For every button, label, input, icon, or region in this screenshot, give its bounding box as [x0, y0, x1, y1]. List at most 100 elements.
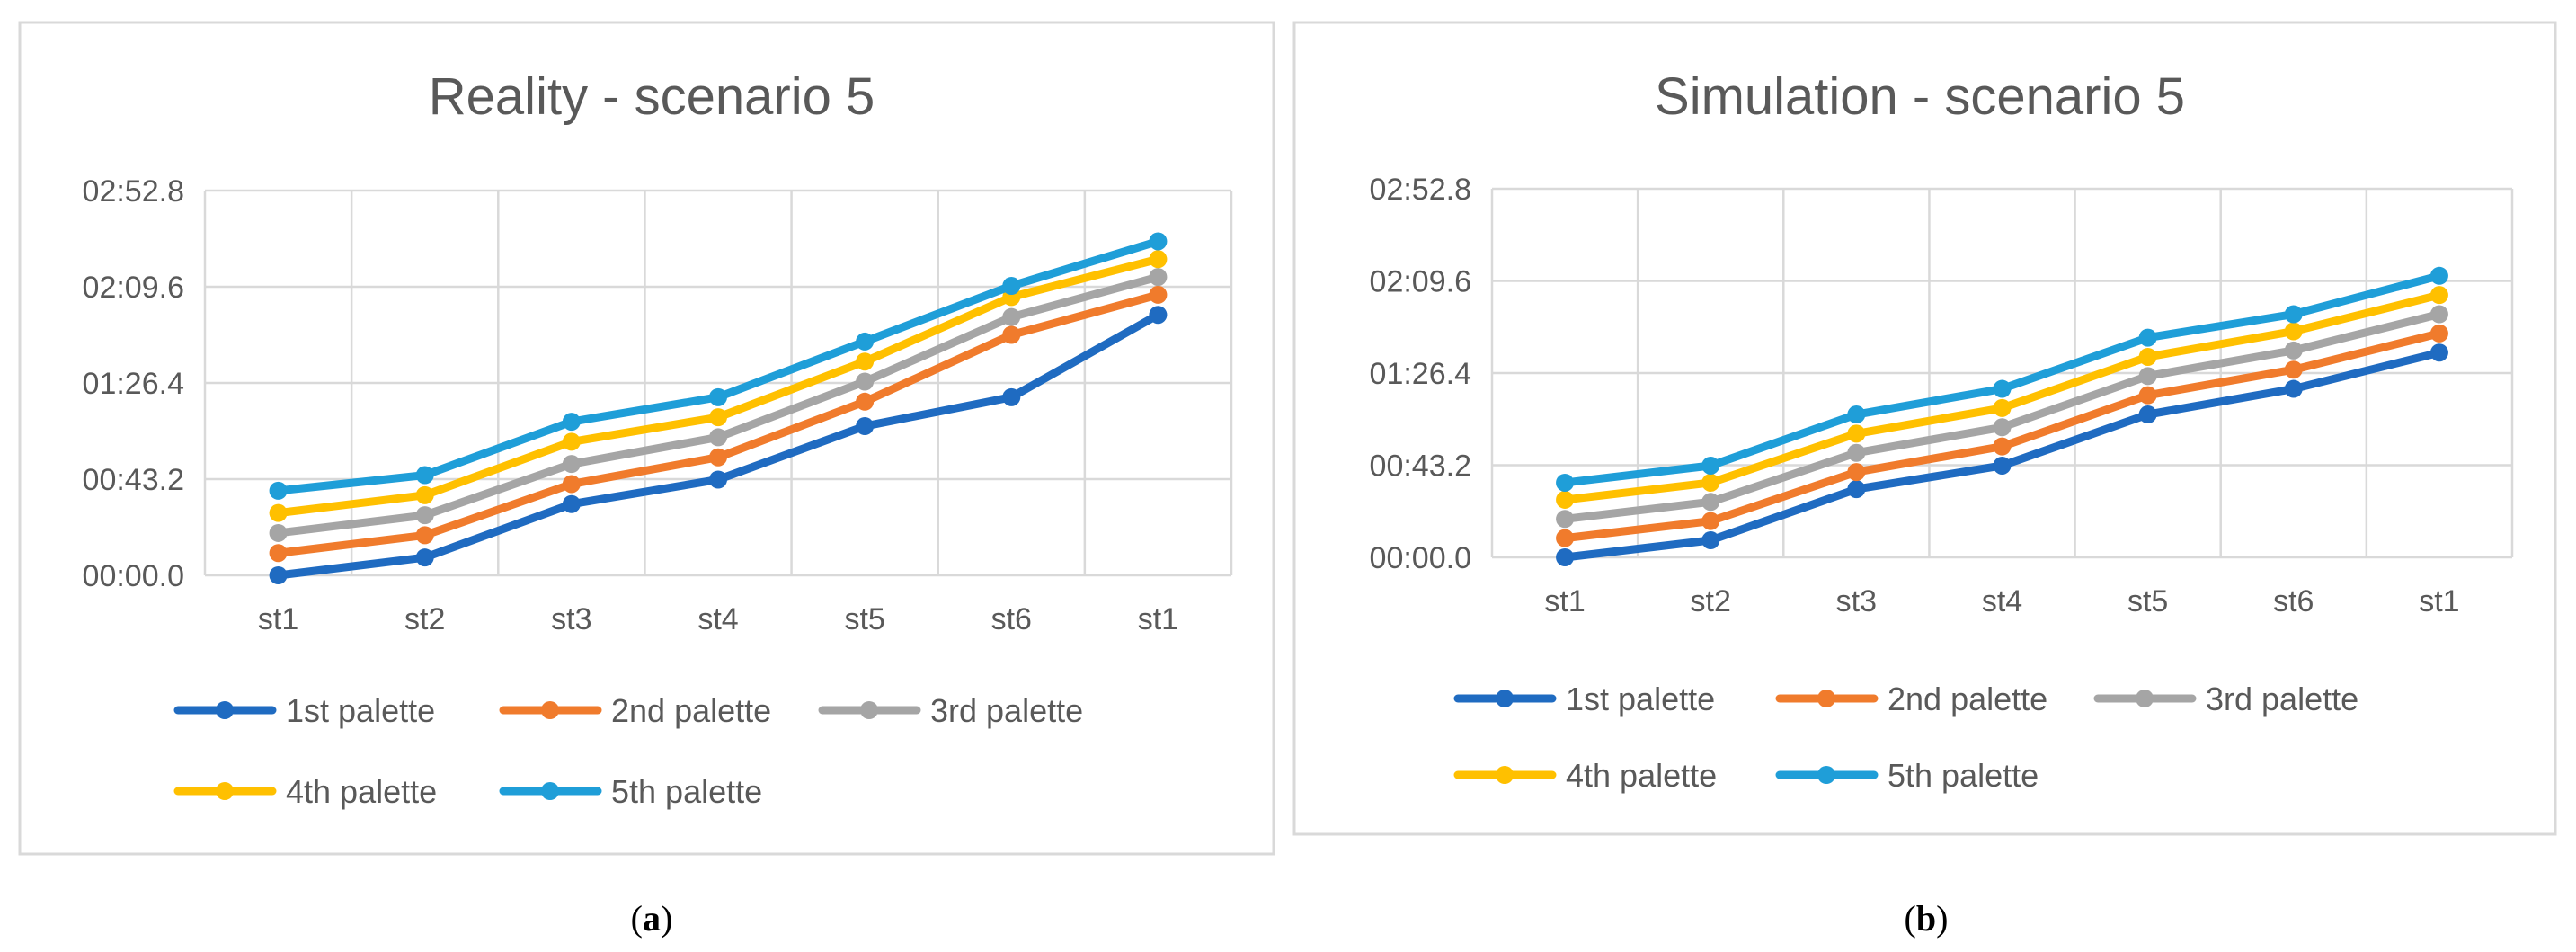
- chart-panel-b: Simulation - scenario 5 00:00.0 00:43.2 01…: [1292, 21, 2557, 836]
- series-4th-palette: [269, 250, 1168, 522]
- series-4th-palette: [1556, 286, 2448, 509]
- data-point: [269, 544, 288, 563]
- data-point: [709, 448, 727, 467]
- legend-item: 2nd palette: [1775, 681, 2047, 717]
- data-point: [1556, 548, 1575, 566]
- x-tick-label: st1: [258, 602, 298, 636]
- data-point: [1149, 306, 1168, 325]
- data-point: [1993, 418, 2012, 437]
- data-point: [2138, 347, 2157, 366]
- caption-letter: a: [643, 898, 661, 939]
- legend-swatch-marker: [2136, 690, 2154, 707]
- data-point: [2429, 286, 2448, 305]
- data-point: [415, 526, 434, 545]
- data-point: [1556, 473, 1575, 492]
- data-point: [1847, 463, 1866, 482]
- x-tick-label: st5: [2127, 584, 2168, 618]
- legend-item: 4th palette: [1453, 757, 1717, 794]
- data-point: [856, 372, 875, 391]
- series-1st-palette: [1556, 343, 2448, 566]
- caption-letter: b: [1916, 898, 1936, 939]
- data-point: [1993, 398, 2012, 417]
- data-point: [709, 387, 727, 406]
- data-point: [2429, 305, 2448, 324]
- legend-label: 1st palette: [1566, 681, 1715, 717]
- legend-swatch-marker: [216, 701, 234, 719]
- data-point: [1556, 510, 1575, 529]
- legend-label: 5th palette: [611, 773, 762, 810]
- x-tick-label: st4: [1982, 584, 2022, 618]
- data-point: [1701, 456, 1720, 475]
- y-tick-label: 02:52.8: [1370, 173, 1471, 207]
- data-point: [2138, 405, 2157, 424]
- data-point: [856, 417, 875, 436]
- data-point: [1149, 250, 1168, 269]
- data-point: [1701, 493, 1720, 512]
- x-tick-label: st3: [551, 602, 591, 636]
- legend-swatch-marker: [541, 701, 559, 719]
- data-point: [1556, 529, 1575, 547]
- data-point: [1847, 480, 1866, 499]
- data-point: [2138, 386, 2157, 405]
- data-point: [709, 470, 727, 489]
- legend-swatch-marker: [1496, 766, 1514, 784]
- data-point: [2284, 305, 2303, 324]
- series-3rd-palette: [1556, 305, 2448, 529]
- legend-label: 3rd palette: [2206, 681, 2358, 717]
- data-point: [2138, 328, 2157, 347]
- data-point: [1002, 387, 1021, 406]
- data-point: [1556, 490, 1575, 509]
- data-point: [856, 332, 875, 351]
- y-axis-ticks: 00:00.0 00:43.2 01:26.4 02:09.6 02:52.8: [83, 174, 184, 593]
- data-point: [1149, 285, 1168, 304]
- legend-item: 5th palette: [1775, 757, 2039, 794]
- x-tick-label: st2: [404, 602, 445, 636]
- chart-panel-a: Reality - scenario 5 00:00.0 00:43.2 01:26…: [18, 21, 1275, 856]
- data-point: [1847, 424, 1866, 443]
- data-point: [562, 432, 581, 451]
- x-axis-ticks: st1 st2 st3 st4 st5 st6 st1: [1544, 584, 2459, 618]
- x-tick-label: st5: [844, 602, 884, 636]
- x-tick-label: st1: [1544, 584, 1585, 618]
- legend-label: 3rd palette: [930, 692, 1083, 729]
- series-lines: [1556, 266, 2448, 566]
- data-point: [1847, 405, 1866, 424]
- data-point: [269, 566, 288, 584]
- legend-swatch-marker: [1817, 690, 1835, 707]
- y-tick-label: 01:26.4: [83, 367, 184, 401]
- y-axis-ticks: 00:00.0 00:43.2 01:26.4 02:09.6 02:52.8: [1370, 173, 1471, 575]
- data-point: [415, 485, 434, 504]
- legend-label: 2nd palette: [1888, 681, 2047, 717]
- data-point: [415, 506, 434, 525]
- series-2nd-palette: [269, 285, 1168, 563]
- legend-label: 2nd palette: [611, 692, 771, 729]
- x-tick-label: st4: [697, 602, 738, 636]
- data-point: [856, 352, 875, 371]
- caption-a: (a): [631, 898, 673, 939]
- legend-label: 1st palette: [286, 692, 435, 729]
- legend-item: 1st palette: [173, 692, 435, 729]
- x-tick-label: st2: [1691, 584, 1731, 618]
- data-point: [1701, 512, 1720, 530]
- legend-swatch-marker: [1496, 690, 1514, 707]
- data-point: [562, 475, 581, 494]
- data-point: [1701, 531, 1720, 550]
- data-point: [1149, 268, 1168, 287]
- x-tick-label: st1: [2419, 584, 2459, 618]
- legend-item: 3rd palette: [2093, 681, 2358, 717]
- caption-b: (b): [1905, 898, 1949, 939]
- data-point: [562, 494, 581, 513]
- data-point: [1847, 443, 1866, 462]
- data-point: [562, 455, 581, 474]
- data-point: [2138, 367, 2157, 386]
- data-point: [2429, 266, 2448, 285]
- data-point: [269, 481, 288, 500]
- y-tick-label: 01:26.4: [1370, 357, 1471, 391]
- series-5th-palette: [1556, 266, 2448, 492]
- x-tick-label: st6: [2273, 584, 2314, 618]
- series-2nd-palette: [1556, 324, 2448, 547]
- legend-swatch-marker: [541, 782, 559, 800]
- data-point: [1002, 277, 1021, 296]
- x-axis-ticks: st1 st2 st3 st4 st5 st6 st1: [258, 602, 1178, 636]
- x-tick-label: st6: [991, 602, 1032, 636]
